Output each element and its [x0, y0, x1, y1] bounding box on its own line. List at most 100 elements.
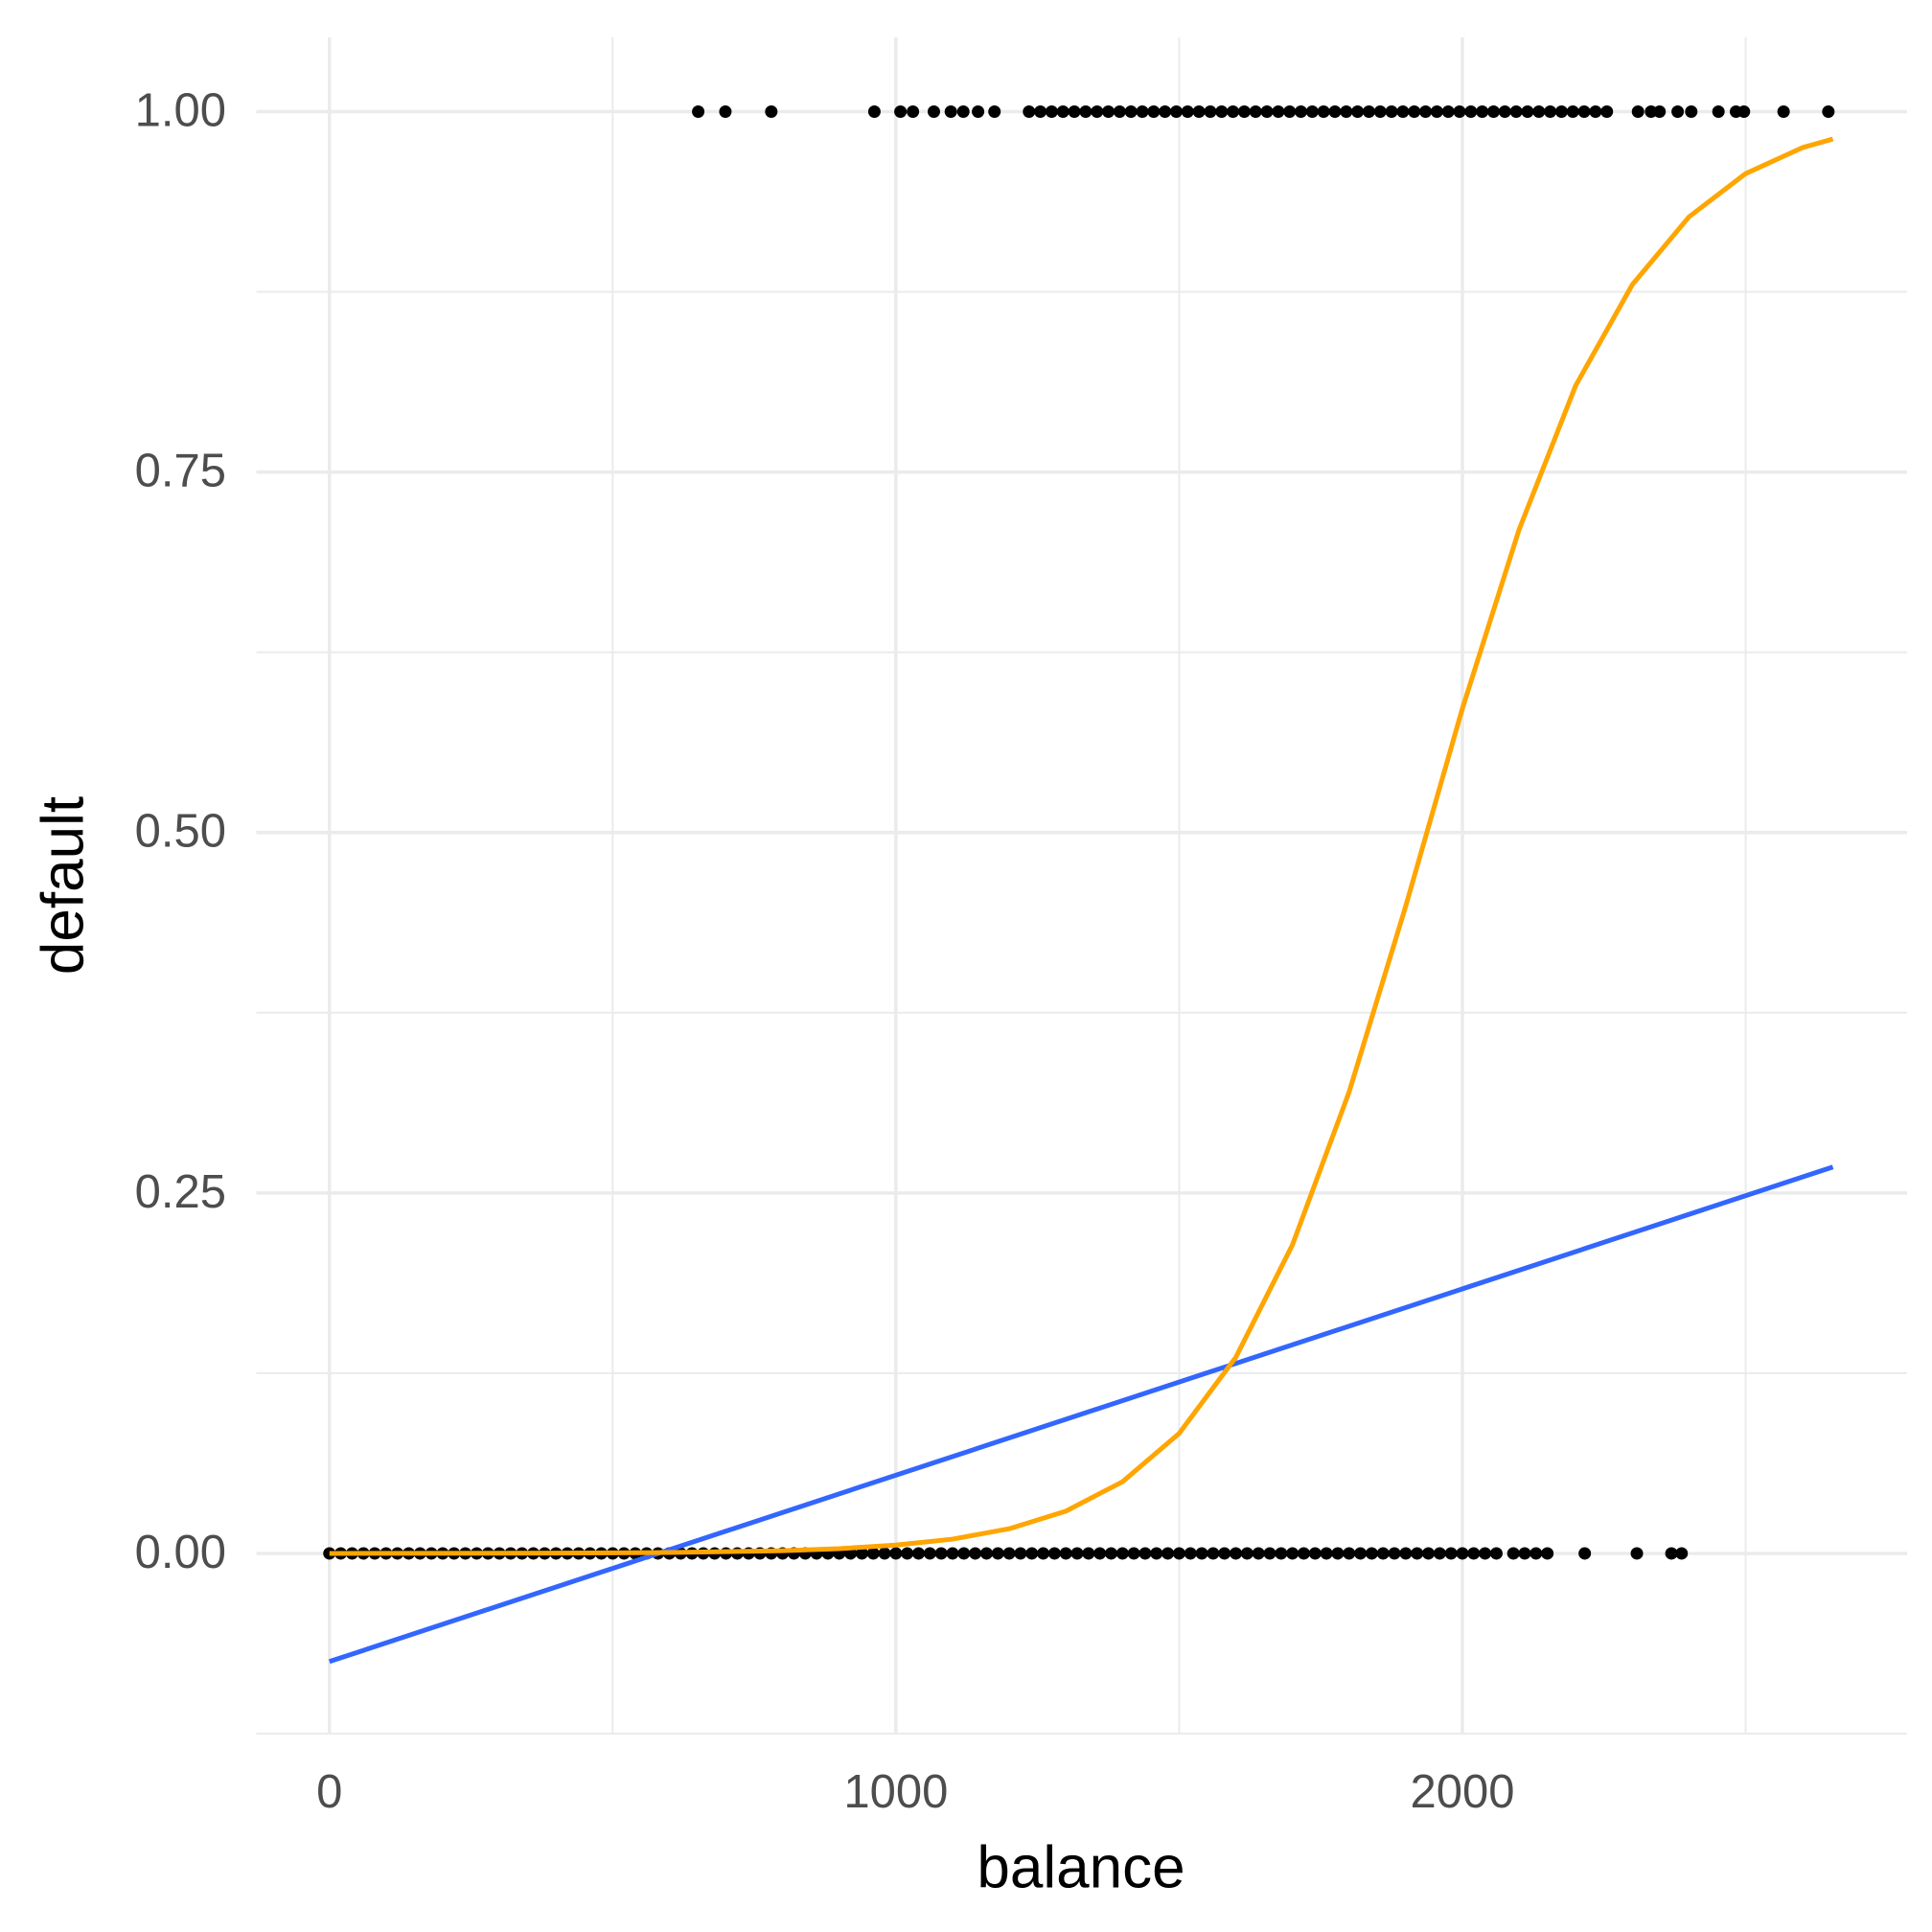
point [1249, 104, 1262, 118]
point [1441, 104, 1455, 118]
x-tick-label: 2000 [1410, 1766, 1514, 1818]
point [1181, 104, 1194, 118]
point [1025, 1547, 1039, 1560]
point [866, 1547, 880, 1560]
point [1444, 1547, 1458, 1560]
point [1685, 104, 1698, 118]
point [1509, 104, 1523, 118]
point [889, 1547, 903, 1560]
point [1260, 104, 1274, 118]
point [1283, 104, 1297, 118]
point [1056, 104, 1070, 118]
point [1489, 1547, 1503, 1560]
x-tick-label: 0 [316, 1766, 342, 1818]
point [1388, 1547, 1401, 1560]
point [1207, 1547, 1220, 1560]
x-tick-label: 1000 [843, 1766, 948, 1818]
point [1227, 104, 1240, 118]
point [1506, 1547, 1520, 1560]
point [1045, 104, 1058, 118]
point [1113, 104, 1126, 118]
point [1295, 104, 1308, 118]
point [1162, 1547, 1175, 1560]
point [1456, 1547, 1469, 1560]
point [1486, 104, 1500, 118]
point [867, 104, 881, 118]
line [328, 1164, 1834, 1665]
point [1365, 1547, 1378, 1560]
point [1237, 104, 1251, 118]
point [957, 1547, 971, 1560]
point [1184, 1547, 1197, 1560]
point [979, 1547, 993, 1560]
point [1082, 1547, 1095, 1560]
point [1408, 104, 1421, 118]
point [1589, 104, 1602, 118]
point [1286, 1547, 1300, 1560]
point [1351, 104, 1365, 118]
point [1453, 104, 1466, 118]
point [1328, 104, 1342, 118]
y-tick-label: 0.25 [135, 1166, 226, 1218]
point [1541, 1547, 1554, 1560]
point [1215, 104, 1229, 118]
line [329, 136, 1834, 1556]
point [1204, 104, 1217, 118]
point [1308, 1547, 1322, 1560]
labels: 0 1000 2000 0.00 0.25 0.50 0.75 1.00 [135, 84, 1515, 1818]
point [1354, 1547, 1368, 1560]
point [1544, 104, 1557, 118]
point [1340, 104, 1353, 118]
point [1566, 104, 1579, 118]
point [1317, 104, 1330, 118]
x-axis-title: balance [977, 1834, 1184, 1900]
point [1218, 1547, 1231, 1560]
point [1037, 1547, 1050, 1560]
point [1136, 104, 1149, 118]
point [923, 1547, 936, 1560]
point [1362, 104, 1375, 118]
point [1433, 1547, 1446, 1560]
point [1331, 1547, 1345, 1560]
point [1373, 104, 1387, 118]
point [1498, 104, 1511, 118]
point [1521, 104, 1534, 118]
point [1104, 1547, 1117, 1560]
point [972, 104, 985, 118]
point [1093, 1547, 1107, 1560]
point [1665, 1547, 1678, 1560]
marks [323, 104, 1835, 1665]
point [969, 1547, 982, 1560]
point [1671, 104, 1685, 118]
point [878, 1547, 891, 1560]
point [1195, 1547, 1208, 1560]
point [1138, 1547, 1152, 1560]
point [944, 104, 957, 118]
point [1479, 1547, 1492, 1560]
point [1297, 1547, 1310, 1560]
point [1275, 1547, 1288, 1560]
point [1305, 104, 1319, 118]
point [1422, 1547, 1436, 1560]
point [855, 1547, 868, 1560]
point [1712, 104, 1725, 118]
point [1554, 104, 1568, 118]
y-tick-label: 0.00 [135, 1527, 226, 1578]
point [1675, 1547, 1689, 1560]
point [1023, 104, 1036, 118]
y-tick-label: 0.50 [135, 806, 226, 858]
point [1419, 104, 1433, 118]
point [1476, 104, 1489, 118]
point [1002, 1547, 1016, 1560]
point [1172, 1547, 1185, 1560]
point [1070, 1547, 1084, 1560]
point [1430, 104, 1443, 118]
y-axis-title: default [30, 796, 96, 975]
point [1124, 104, 1138, 118]
point [1777, 104, 1790, 118]
point [927, 104, 940, 118]
point [1578, 1547, 1592, 1560]
point [1532, 104, 1546, 118]
